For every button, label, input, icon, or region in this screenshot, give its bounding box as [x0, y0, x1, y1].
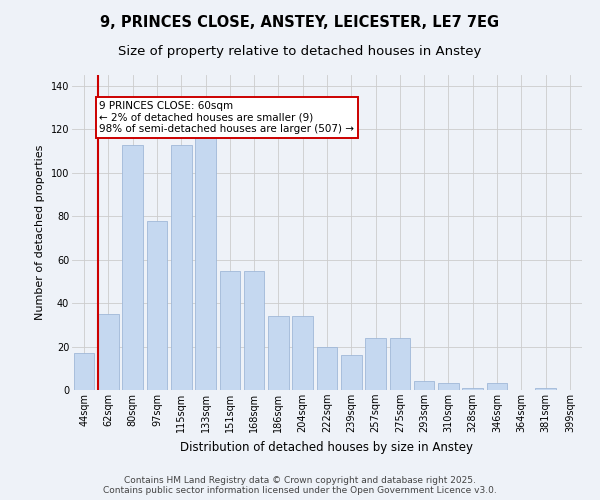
Text: 9, PRINCES CLOSE, ANSTEY, LEICESTER, LE7 7EG: 9, PRINCES CLOSE, ANSTEY, LEICESTER, LE7…: [100, 15, 500, 30]
Bar: [146, 220, 167, 390]
Bar: [292, 316, 313, 390]
Bar: [438, 384, 459, 390]
Text: Size of property relative to detached houses in Anstey: Size of property relative to detached ho…: [118, 45, 482, 58]
Bar: [98, 314, 119, 390]
Bar: [268, 316, 289, 390]
Bar: [195, 138, 216, 390]
Bar: [414, 382, 434, 390]
Bar: [317, 346, 337, 390]
Bar: [365, 338, 386, 390]
Bar: [220, 270, 240, 390]
Bar: [535, 388, 556, 390]
Text: Contains HM Land Registry data © Crown copyright and database right 2025.
Contai: Contains HM Land Registry data © Crown c…: [103, 476, 497, 495]
Bar: [487, 384, 508, 390]
Bar: [122, 144, 143, 390]
Bar: [341, 355, 362, 390]
Bar: [244, 270, 265, 390]
Bar: [171, 144, 191, 390]
Bar: [74, 353, 94, 390]
Bar: [389, 338, 410, 390]
Text: 9 PRINCES CLOSE: 60sqm
← 2% of detached houses are smaller (9)
98% of semi-detac: 9 PRINCES CLOSE: 60sqm ← 2% of detached …: [100, 101, 355, 134]
Bar: [463, 388, 483, 390]
X-axis label: Distribution of detached houses by size in Anstey: Distribution of detached houses by size …: [181, 440, 473, 454]
Y-axis label: Number of detached properties: Number of detached properties: [35, 145, 45, 320]
